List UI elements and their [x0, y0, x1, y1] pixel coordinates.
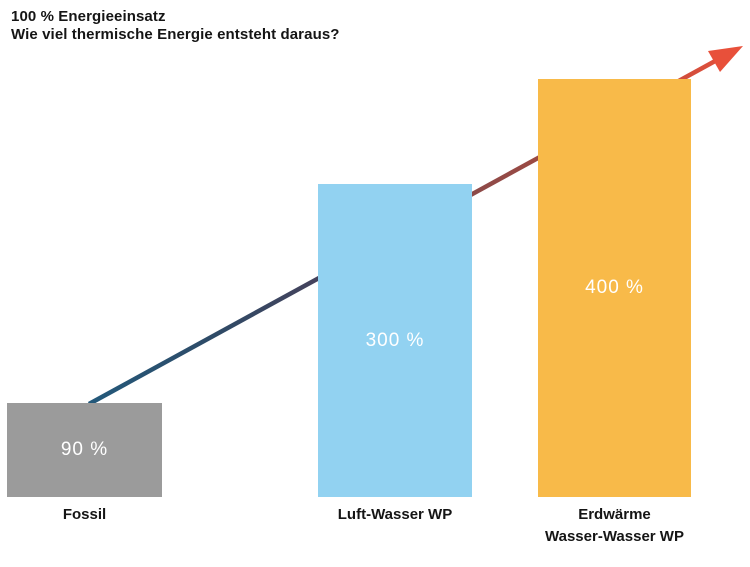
category-label-erdwaerme-line2: Wasser-Wasser WP [545, 528, 684, 545]
bar-fossil-value: 90 % [60, 439, 109, 460]
chart-title-line1: 100 % Energieeinsatz [11, 8, 166, 25]
category-label-luft-wasser-wp-text: Luft-Wasser WP [337, 506, 453, 523]
category-label-fossil: Fossil [7, 504, 162, 526]
chart-title-line2: Wie viel thermische Energie entsteht dar… [11, 26, 340, 43]
bar-erdwaerme-wp: 400 % [538, 79, 691, 497]
category-label-luft-wasser-wp: Luft-Wasser WP [318, 504, 472, 526]
category-label-fossil-text: Fossil [62, 506, 107, 523]
category-label-erdwaerme-wp: Erdwärme Wasser-Wasser WP [538, 504, 691, 548]
bar-erdwaerme-wp-value: 400 % [585, 277, 644, 298]
category-label-erdwaerme-line1: Erdwärme [578, 506, 651, 523]
bar-luft-wasser-wp: 300 % [318, 184, 472, 497]
trend-arrow-head-icon [708, 46, 743, 72]
bar-luft-wasser-wp-value: 300 % [365, 329, 425, 351]
bar-fossil: 90 % [7, 403, 162, 497]
chart-title: 100 % Energieeinsatz Wie viel thermische… [11, 8, 340, 44]
